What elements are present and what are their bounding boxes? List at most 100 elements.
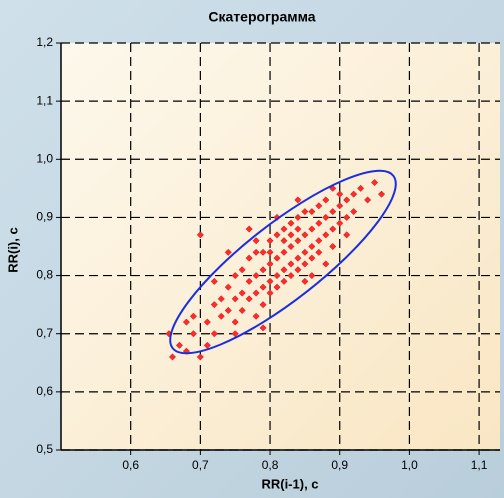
scatter-point (273, 231, 281, 239)
scatter-point (294, 213, 302, 221)
scatter-point (238, 306, 246, 315)
y-tick-label: 0,7 (36, 326, 53, 340)
scatter-point (287, 231, 295, 239)
scatter-point (308, 208, 316, 216)
scatter-point (294, 254, 302, 262)
scatter-point (336, 202, 344, 210)
scatter-point (280, 237, 288, 245)
x-tick-label: 1,0 (401, 458, 418, 472)
scatter-point (287, 242, 295, 251)
scatter-point (210, 277, 218, 285)
scatter-point (301, 208, 309, 216)
y-tick-label: 0,8 (36, 268, 53, 282)
scatter-point (266, 277, 274, 285)
y-tick-label: 1,1 (36, 93, 53, 107)
scatter-point (371, 178, 379, 187)
scatter-point (280, 225, 288, 233)
scatter-point (336, 190, 344, 198)
scatter-point (315, 237, 323, 245)
scatter-point (315, 219, 323, 227)
y-tick-label: 1,0 (36, 151, 53, 165)
scatter-point (238, 289, 246, 297)
scatter-point (308, 242, 316, 251)
scatter-point (343, 231, 351, 239)
scatter-point (322, 213, 330, 221)
scatter-point (259, 248, 267, 256)
scatter-point (357, 184, 365, 192)
scatter-point (280, 248, 288, 256)
scatter-point (294, 266, 302, 274)
scatter-point (301, 248, 309, 256)
scatter-point (301, 277, 309, 285)
y-tick-label: 0,5 (36, 442, 53, 456)
scatter-point (329, 208, 337, 216)
scatter-point (336, 219, 344, 227)
scatter-point (287, 260, 295, 268)
scatter-point (350, 208, 358, 216)
scatter-point (252, 312, 260, 320)
y-tick-label: 0,9 (36, 210, 53, 224)
scatter-point (231, 272, 239, 280)
scatter-point (377, 190, 386, 198)
scatter-point (322, 231, 330, 239)
scatter-point (329, 242, 337, 251)
scatter-point (322, 260, 330, 268)
scatter-point (252, 237, 260, 245)
scatter-point (259, 266, 267, 274)
x-axis-label: RR(i-1), с (261, 476, 318, 491)
scatter-point (245, 277, 253, 285)
scatter-point (252, 272, 260, 280)
x-tick-label: 0,6 (122, 458, 139, 472)
scatter-point (350, 190, 358, 198)
scatter-point (329, 225, 337, 233)
scatter-point (301, 231, 309, 239)
scatter-point (280, 277, 288, 285)
chart-title: Скатерограмма (208, 9, 315, 25)
scatter-point (210, 330, 218, 338)
scatter-point (322, 196, 330, 204)
scatter-point (168, 353, 177, 361)
scatter-point (231, 295, 239, 303)
scatter-point (196, 353, 204, 361)
scatter-point (259, 301, 267, 309)
scatter-point (182, 318, 190, 326)
scatter-point (196, 231, 204, 239)
scatter-point (231, 318, 239, 326)
y-axis-label: RR(i), с (5, 227, 20, 273)
scatter-point (343, 196, 351, 204)
plot-area (61, 43, 500, 450)
x-tick-label: 0,7 (192, 458, 209, 472)
scatter-point (189, 330, 197, 338)
scatter-point (175, 341, 184, 349)
scatter-point (224, 248, 232, 256)
scatter-point (245, 254, 253, 262)
scatter-point (294, 237, 302, 245)
scatter-point (308, 225, 316, 233)
scatter-point (364, 196, 372, 204)
scatter-point (273, 272, 281, 280)
scatter-point (294, 196, 302, 204)
scatter-point (315, 248, 323, 256)
scatter-point (287, 272, 295, 280)
scatter-point (343, 213, 351, 221)
scatter-point (301, 260, 309, 268)
y-tick-label: 0,6 (36, 384, 53, 398)
x-tick-label: 0,9 (331, 458, 348, 472)
scatter-point (280, 266, 288, 274)
scatter-point (217, 295, 225, 303)
x-tick-label: 0,8 (262, 458, 279, 472)
scatter-point (294, 225, 302, 233)
scatter-point (217, 312, 225, 320)
x-tick-label: 1,1 (471, 458, 488, 472)
scatter-point (238, 266, 246, 274)
confidence-ellipse (169, 169, 397, 355)
scatter-point (252, 289, 260, 297)
scatter-point (273, 254, 281, 262)
scatter-point (203, 318, 211, 326)
scatter-point (210, 301, 218, 309)
scatter-point (266, 289, 274, 297)
scatter-point (224, 306, 232, 315)
scatter-point (308, 254, 316, 262)
scatter-point (259, 324, 267, 332)
